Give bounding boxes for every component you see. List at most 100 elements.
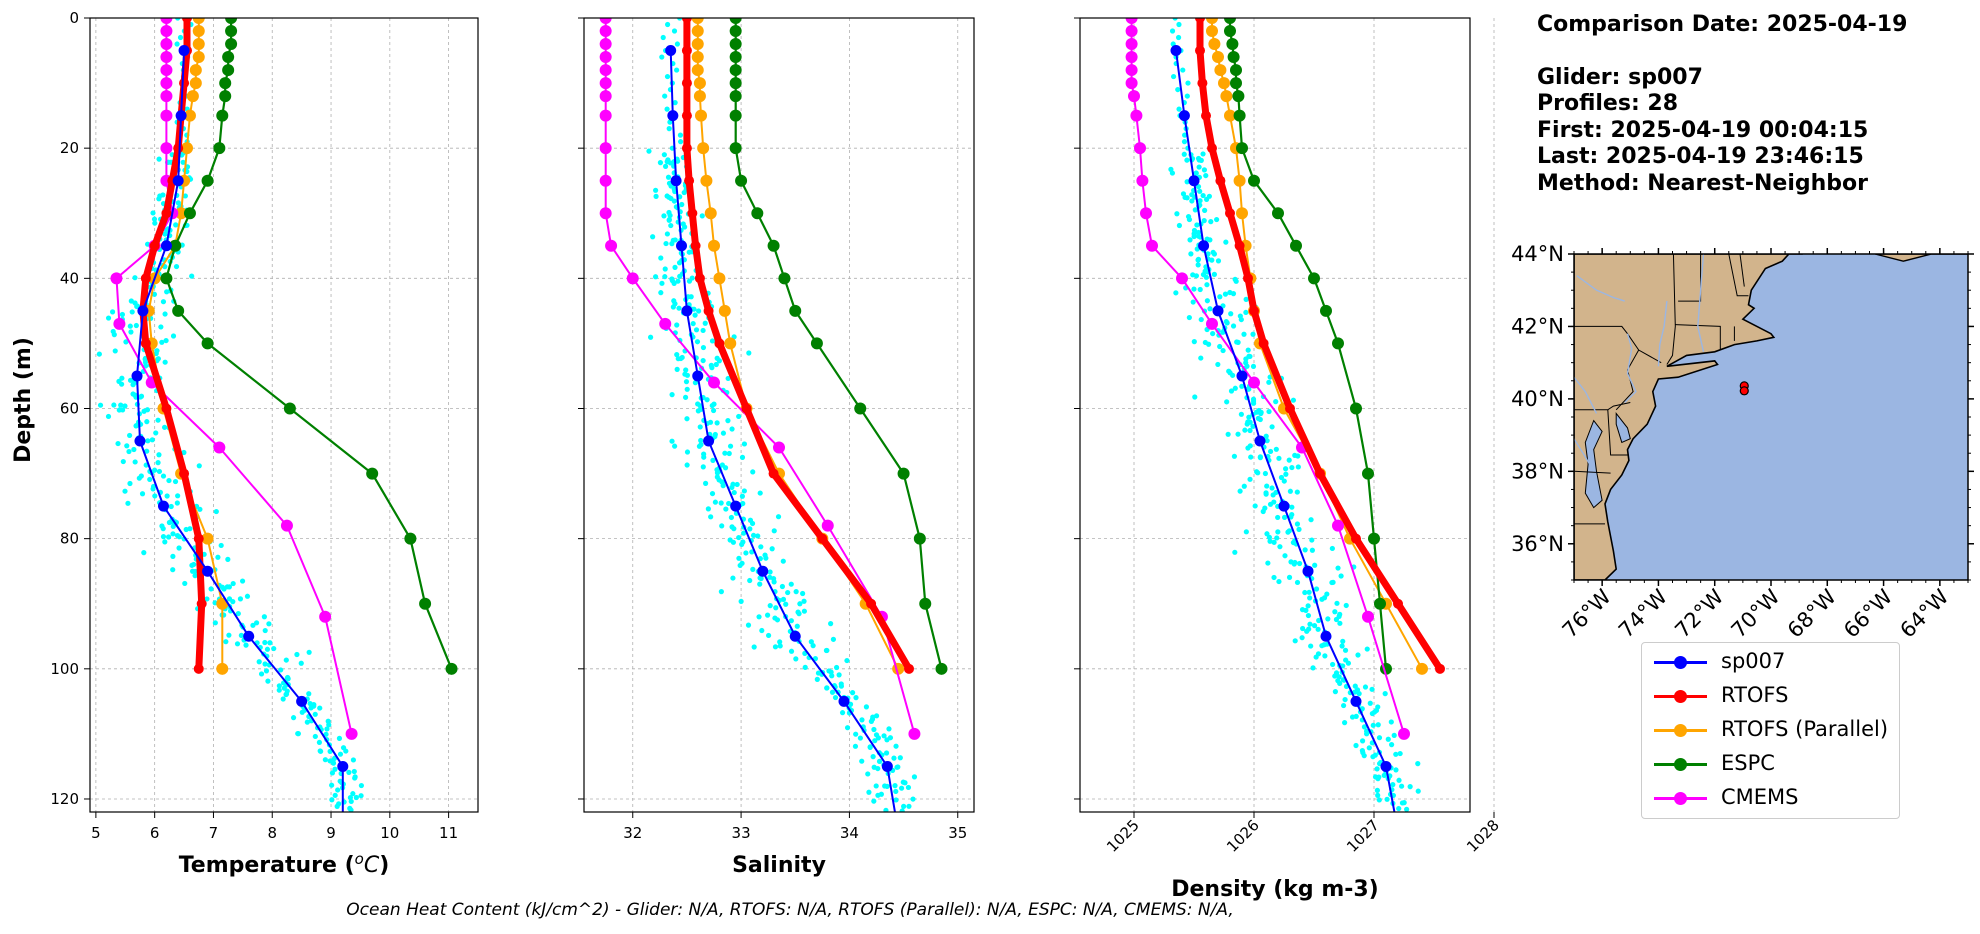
glider-point: [796, 611, 802, 617]
glider-point: [352, 775, 358, 781]
y-tick-label: 40: [60, 269, 79, 287]
y-tick-label: 120: [50, 790, 79, 808]
legend-marker-icon: [1674, 758, 1687, 771]
data-point: [691, 64, 704, 77]
glider-point: [1241, 331, 1247, 337]
glider-point: [1180, 67, 1186, 73]
axes-frame: [89, 17, 479, 813]
glider-point: [1232, 549, 1238, 555]
glider-point: [793, 589, 799, 595]
glider-point: [133, 322, 139, 329]
glider-point: [700, 327, 706, 334]
river: [1574, 376, 1598, 414]
data-point: [1233, 174, 1246, 187]
glider-point: [700, 357, 706, 364]
glider-point: [701, 451, 707, 457]
data-point: [729, 18, 742, 24]
glider-point: [1287, 488, 1293, 494]
glider-point: [159, 523, 165, 529]
data-point: [1362, 610, 1374, 623]
data-point: [137, 305, 149, 317]
glider-point: [1248, 454, 1254, 460]
glider-point: [1195, 229, 1202, 236]
glider-point: [1396, 777, 1402, 783]
data-point: [599, 174, 612, 187]
glider-point: [1246, 386, 1252, 392]
data-point: [149, 240, 160, 251]
glider-point: [1325, 616, 1331, 622]
glider-point: [147, 476, 153, 483]
data-point: [1206, 18, 1218, 24]
glider-point: [669, 392, 675, 398]
data-point: [599, 18, 612, 24]
legend-label: sp007: [1721, 649, 1786, 673]
glider-point: [243, 642, 249, 648]
data-point: [280, 519, 293, 532]
glider-point: [875, 792, 881, 798]
glider-point: [1333, 616, 1340, 623]
glider-point: [677, 139, 684, 145]
data-point: [1214, 64, 1227, 77]
glider-point: [1355, 652, 1361, 658]
glider-point: [1239, 383, 1245, 389]
glider-point: [777, 639, 783, 645]
glider-point: [1308, 517, 1314, 523]
glider-point: [1286, 457, 1292, 463]
glider-point: [191, 561, 197, 568]
glider-point: [646, 148, 652, 154]
glider-point: [679, 201, 685, 208]
glider-point: [720, 483, 726, 489]
glider-point: [872, 738, 878, 744]
glider-point: [1330, 579, 1336, 585]
data-point: [1197, 78, 1208, 89]
glider-point: [665, 21, 671, 28]
glider-point: [1203, 274, 1209, 280]
glider-point: [692, 380, 698, 386]
data-point: [175, 207, 188, 220]
data-point: [1368, 532, 1380, 545]
glider-point: [1309, 547, 1315, 553]
location-map: 44°N 42°N 40°N 38°N 36°N 76°W74°W72°W70°W68°W…: [1511, 242, 1974, 643]
glider-point: [1305, 603, 1311, 609]
glider-point: [1340, 638, 1346, 644]
data-point: [219, 90, 232, 103]
x-tick-label: 35: [948, 824, 967, 842]
glider-point: [647, 334, 654, 340]
data-point: [169, 239, 182, 252]
data-point: [201, 174, 214, 187]
glider-point: [283, 657, 289, 663]
glider-point: [780, 596, 787, 602]
glider-point: [1201, 167, 1208, 173]
profile-count: Profiles: 28: [1537, 91, 1679, 116]
series-rtofs-parallel-: [142, 18, 229, 675]
data-point: [659, 317, 672, 330]
glider-point: [1189, 198, 1195, 204]
glider-point: [859, 758, 865, 764]
glider-point: [1375, 792, 1381, 798]
data-point: [866, 598, 877, 609]
glider-point: [1274, 535, 1280, 541]
glider-point: [120, 458, 126, 465]
glider-point: [1187, 237, 1193, 243]
data-point: [213, 441, 226, 454]
glider-point: [312, 733, 318, 740]
glider-point: [1273, 399, 1279, 405]
glider-point: [226, 584, 232, 590]
lat-tick-label: 42°N: [1511, 314, 1564, 338]
legend-item-sp007: sp007: [1654, 647, 1894, 677]
glider-point: [757, 581, 763, 587]
glider-point: [125, 500, 131, 506]
glider-point: [1376, 797, 1382, 803]
glider-point: [162, 231, 168, 237]
glider-point: [337, 751, 344, 757]
glider-point: [1238, 411, 1244, 417]
data-point: [935, 662, 948, 675]
data-point: [160, 64, 173, 77]
glider-point: [1265, 560, 1271, 566]
data-point: [692, 370, 704, 382]
data-point: [694, 273, 705, 284]
data-point: [708, 239, 720, 252]
x-tick-label: 10: [380, 824, 399, 842]
method: Method: Nearest-Neighbor: [1537, 170, 1868, 196]
glider-point: [873, 783, 879, 789]
